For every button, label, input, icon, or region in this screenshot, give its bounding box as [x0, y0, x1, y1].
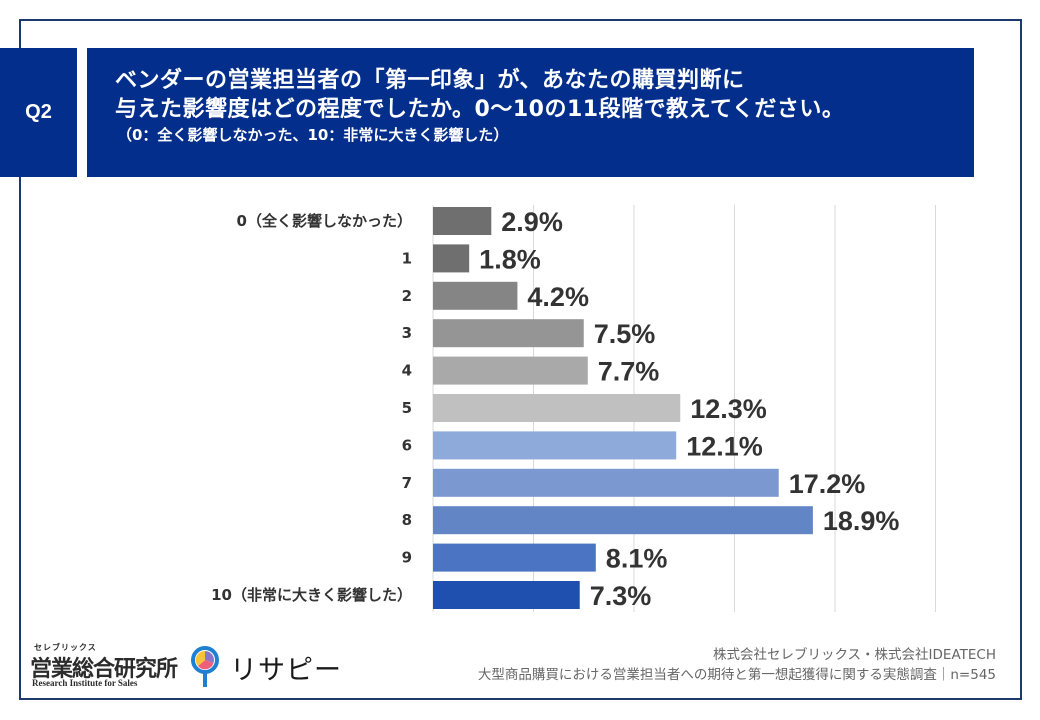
- bar-9: [433, 543, 596, 572]
- logo-english: Research Institute for Sales: [32, 678, 138, 688]
- source-companies: 株式会社セレブリックス・株式会社IDEATECH: [712, 647, 996, 663]
- logo-name: 営業総合研究所: [30, 656, 178, 682]
- bar-4: [433, 356, 588, 385]
- value-label-8: 18.9%: [823, 506, 900, 536]
- bar-2: [433, 281, 518, 310]
- value-label-0: 2.9%: [501, 207, 563, 237]
- bar-0: [433, 207, 492, 235]
- source-note: 株式会社セレブリックス・株式会社IDEATECH 大型商品購買における営業担当者…: [478, 645, 996, 685]
- bar-6: [433, 431, 677, 460]
- question-number: Q2: [25, 101, 52, 123]
- category-label-6: 6: [402, 436, 412, 454]
- question-title-line-2: 与えた影響度はどの程度でしたか。0〜10の11段階で教えてください。: [115, 97, 845, 122]
- logo-kana: セレブリックス: [34, 643, 97, 652]
- value-label-1: 1.8%: [479, 244, 541, 274]
- value-label-3: 7.5%: [594, 319, 656, 349]
- chart-frame: [19, 19, 1022, 700]
- question-header: ベンダーの営業担当者の「第一印象」が、あなたの購買判断に 与えた影響度はどの程度…: [87, 48, 974, 177]
- category-label-2: 2: [402, 287, 412, 305]
- value-label-9: 8.1%: [606, 544, 668, 574]
- category-label-1: 1: [402, 249, 412, 267]
- bars: [433, 207, 813, 609]
- bar-5: [433, 394, 681, 422]
- category-label-10: 10（非常に大きく影響した）: [211, 586, 412, 604]
- category-label-4: 4: [402, 362, 412, 380]
- value-label-4: 7.7%: [598, 357, 660, 387]
- category-label-0: 0（全く影響しなかった）: [237, 212, 412, 230]
- bar-7: [433, 468, 779, 497]
- value-label-2: 4.2%: [527, 282, 589, 312]
- question-title-line-1: ベンダーの営業担当者の「第一印象」が、あなたの購買判断に: [115, 68, 745, 93]
- risapi-pin-icon: [191, 646, 219, 687]
- footer-logos: セレブリックス 営業総合研究所 Research Institute for S…: [30, 640, 341, 695]
- category-label-9: 9: [402, 549, 412, 567]
- category-label-3: 3: [402, 324, 412, 342]
- question-subtitle: （0：全く影響しなかった、10：非常に大きく影響した）: [117, 126, 509, 144]
- bar-10: [433, 581, 580, 609]
- bar-8: [433, 506, 813, 535]
- category-label-8: 8: [402, 511, 412, 529]
- category-label-7: 7: [402, 474, 412, 492]
- value-labels: 2.9% 1.8% 4.2%7.5% 7.7% 12.3% 12.1% 17.2% 18.9%…: [479, 207, 899, 611]
- bar-3: [433, 319, 584, 348]
- question-badge: Q2: [0, 48, 77, 177]
- value-label-7: 17.2%: [789, 469, 866, 499]
- value-label-5: 12.3%: [690, 394, 767, 424]
- bar-1: [433, 244, 470, 273]
- source-survey: 大型商品購買における営業担当者への期待と第一想起獲得に関する実態調査｜n=545: [477, 667, 996, 683]
- category-labels: 0（全く影響しなかった） 1 2 3 4 5 6 7 8 9 10（非常に大きく影響した）: [211, 212, 412, 604]
- brand-name: リサピー: [230, 655, 342, 686]
- category-label-5: 5: [402, 399, 412, 417]
- value-label-10: 7.3%: [590, 581, 652, 611]
- value-label-6: 12.1%: [686, 431, 763, 461]
